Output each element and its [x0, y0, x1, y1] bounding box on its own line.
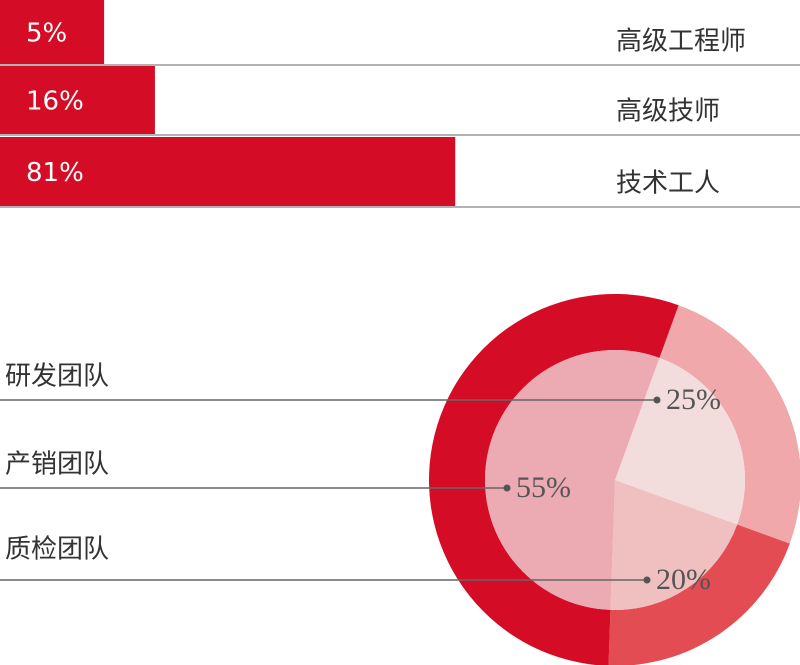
bar-value-label: 81% [26, 158, 84, 188]
team-label: 产销团队 [5, 450, 109, 480]
bar [0, 66, 155, 134]
bar-category-label: 高级技师 [616, 97, 720, 127]
donut-ring-segment [429, 294, 679, 665]
pie-inner-segment [485, 350, 660, 610]
bar [0, 0, 105, 64]
bar-value-label: 16% [26, 87, 84, 117]
team-label: 研发团队 [5, 362, 109, 392]
team-label: 质检团队 [5, 535, 109, 565]
bar-category-label: 高级工程师 [616, 27, 746, 57]
donut-ring-segment [659, 305, 800, 544]
leader-dot [653, 396, 661, 404]
bar-category-label: 技术工人 [616, 169, 720, 199]
donut-ring-segment [608, 524, 790, 665]
leader-dot [643, 576, 651, 584]
pie-value-label: 25% [666, 383, 721, 416]
pie-inner-segment [610, 480, 738, 610]
pie-value-label: 55% [516, 471, 571, 504]
bar [0, 137, 456, 206]
bar-value-label: 5% [26, 19, 67, 49]
leader-dot [503, 484, 511, 492]
pie-value-label: 20% [656, 563, 711, 596]
